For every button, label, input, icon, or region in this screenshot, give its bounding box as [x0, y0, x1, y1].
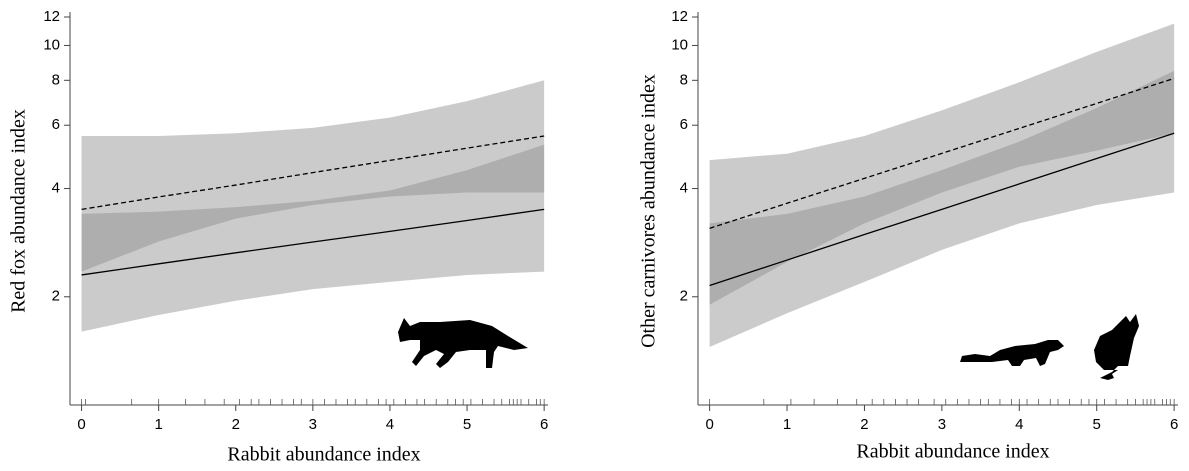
x-axis-label: Rabbit abundance index: [227, 444, 420, 466]
fit-line: [709, 77, 1175, 229]
x-tick-label: 1: [154, 416, 162, 433]
y-tick-label: 8: [680, 71, 688, 88]
y-tick-label: 2: [680, 288, 688, 305]
x-tick-label: 6: [540, 416, 548, 433]
fox-silhouette: [398, 318, 528, 368]
x-axis-label: Rabbit abundance index: [856, 441, 1049, 463]
x-tick-label: 2: [860, 416, 868, 433]
y-tick-label: 10: [671, 36, 688, 53]
x-tick-label: 4: [386, 416, 394, 433]
x-tick-label: 5: [1093, 416, 1101, 433]
x-tick-label: 3: [938, 416, 946, 433]
x-tick-label: 6: [1170, 416, 1178, 433]
y-tick-label: 12: [671, 8, 688, 25]
y-tick-label: 12: [43, 8, 60, 25]
y-tick-label: 6: [680, 116, 688, 133]
x-tick-label: 0: [77, 416, 85, 433]
y-tick-label: 6: [52, 116, 60, 133]
fit-line: [81, 208, 545, 276]
x-tick-label: 5: [463, 416, 471, 433]
y-axis-label: Red fox abundance index: [8, 109, 30, 313]
x-tick-label: 2: [232, 416, 240, 433]
y-tick-label: 8: [52, 71, 60, 88]
y-tick-label: 4: [52, 180, 60, 197]
mustelid-silhouette: [960, 340, 1064, 366]
y-axis-label: Other carnivores abundance index: [638, 74, 660, 348]
x-tick-label: 3: [309, 416, 317, 433]
confidence-band: [81, 80, 545, 272]
confidence-band: [81, 144, 545, 332]
confidence-band: [709, 23, 1175, 305]
x-tick-label: 0: [705, 416, 713, 433]
x-tick-label: 4: [1015, 416, 1023, 433]
x-tick-label: 1: [783, 416, 791, 433]
y-tick-label: 10: [43, 36, 60, 53]
y-tick-label: 2: [52, 288, 60, 305]
cat-silhouette: [1094, 314, 1139, 380]
fit-line: [81, 135, 545, 211]
fit-line: [709, 132, 1175, 287]
y-tick-label: 4: [680, 180, 688, 197]
